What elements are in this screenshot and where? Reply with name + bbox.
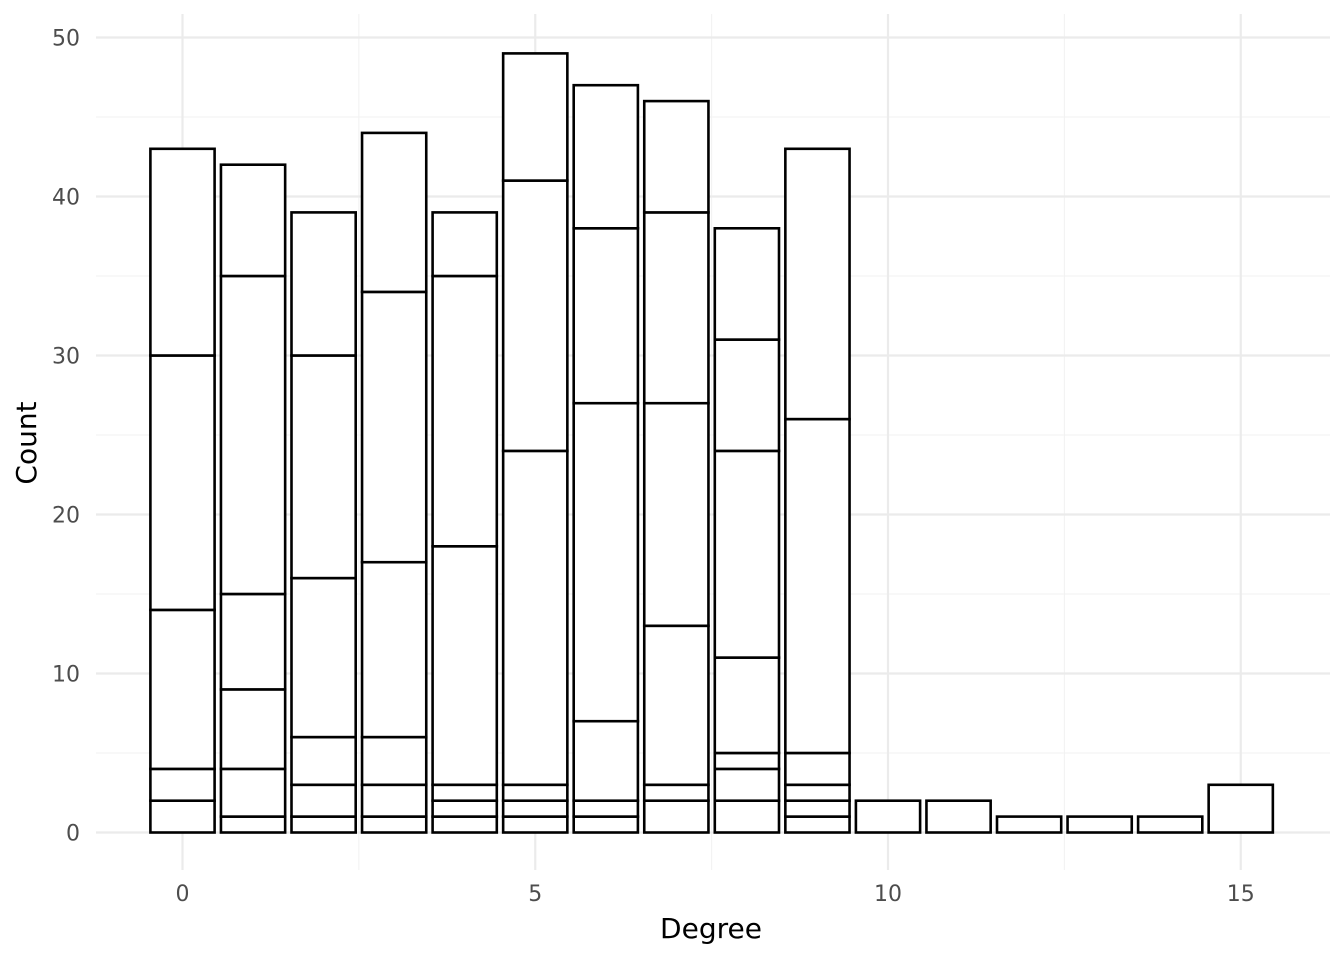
bar-stack [642, 99, 710, 834]
bar-segment [431, 274, 499, 548]
bar-segment [219, 163, 287, 278]
bar-segment [431, 211, 499, 278]
bar-segment [854, 799, 922, 834]
bar-segment [713, 227, 781, 341]
bar-segment [642, 799, 710, 834]
bar-segment [501, 783, 569, 802]
bar-segment [501, 179, 569, 453]
bar-segment [431, 544, 499, 787]
bar-stack [290, 211, 358, 834]
bar-segment [149, 608, 216, 771]
bar-segment [360, 290, 428, 564]
x-axis-title: Degree [660, 912, 762, 945]
bar-segment [360, 783, 428, 818]
bar-stack [784, 147, 851, 834]
y-axis-ticks: 0 10 20 30 40 50 [52, 27, 80, 847]
bar-segment [784, 751, 851, 787]
bar-segment [501, 799, 569, 818]
y-tick-label: 20 [52, 504, 80, 529]
y-tick-label: 30 [52, 345, 80, 370]
bar-segment [642, 624, 710, 787]
bar-segment [149, 767, 216, 803]
bar-stack [1136, 815, 1204, 834]
x-axis-ticks: 0 5 10 15 [176, 882, 1255, 907]
bar-segment [431, 815, 499, 834]
bar-segment [501, 52, 569, 182]
bar-segment [784, 783, 851, 802]
bar-segment [713, 767, 781, 803]
bar-segment [501, 449, 569, 787]
bar-segment [784, 799, 851, 818]
y-tick-label: 40 [52, 186, 80, 211]
bar-stack [149, 147, 216, 834]
bar-stack [925, 799, 992, 834]
bar-segment [360, 560, 428, 739]
bar-stack [431, 211, 499, 834]
bar-segment [572, 719, 640, 803]
bar-segment [572, 401, 640, 723]
bar-segment [219, 815, 287, 834]
bar-segment [642, 211, 710, 405]
bar-stack [995, 815, 1063, 834]
bar-stack [1066, 815, 1134, 834]
bar-segment [713, 799, 781, 834]
bar-segment [713, 338, 781, 453]
bar-segment [572, 227, 640, 405]
bar-segment [1066, 815, 1134, 834]
y-tick-label: 50 [52, 27, 80, 52]
y-tick-label: 0 [66, 822, 80, 847]
bar-stack [572, 83, 640, 834]
x-tick-label: 0 [176, 882, 190, 907]
x-tick-label: 10 [874, 882, 902, 907]
bar-segment [360, 815, 428, 834]
bar-segment [713, 449, 781, 659]
bar-segment [572, 83, 640, 230]
bar-segment [219, 767, 287, 818]
bar-stack [713, 227, 781, 834]
bar-segment [290, 354, 358, 580]
bar-segment [290, 576, 358, 739]
bar-segment [572, 799, 640, 818]
bar-stack [1207, 783, 1275, 834]
bar-segment [642, 99, 710, 214]
bar-stack [501, 52, 569, 834]
bar-segment [431, 799, 499, 818]
bar-segment [501, 815, 569, 834]
bar-segment [290, 815, 358, 834]
bar-segment [360, 131, 428, 294]
bar-segment [290, 211, 358, 357]
bar-segment [642, 783, 710, 802]
bar-segment [431, 783, 499, 802]
x-tick-label: 15 [1227, 882, 1255, 907]
bar-segment [925, 799, 992, 834]
bar-segment [1136, 815, 1204, 834]
bar-segment [149, 799, 216, 834]
bar-segment [784, 417, 851, 755]
y-tick-label: 10 [52, 663, 80, 688]
bar-segment [784, 815, 851, 834]
bar-segment [219, 592, 287, 691]
bar-segment [219, 688, 287, 771]
bars [149, 52, 1275, 834]
bar-segment [784, 147, 851, 421]
bar-segment [290, 735, 358, 787]
bar-stack [360, 131, 428, 834]
bar-segment [995, 815, 1063, 834]
bar-segment [713, 656, 781, 755]
bar-stack [219, 163, 287, 834]
bar-segment [642, 401, 710, 628]
bar-segment [572, 815, 640, 834]
x-tick-label: 5 [528, 882, 542, 907]
bar-segment [149, 147, 216, 357]
y-axis-title: Count [10, 401, 43, 484]
bar-segment [290, 783, 358, 818]
bar-segment [360, 735, 428, 787]
bar-segment [219, 274, 287, 596]
bar-segment [713, 751, 781, 771]
bar-segment [149, 354, 216, 612]
bar-stack [854, 799, 922, 834]
bar-segment [1207, 783, 1275, 834]
